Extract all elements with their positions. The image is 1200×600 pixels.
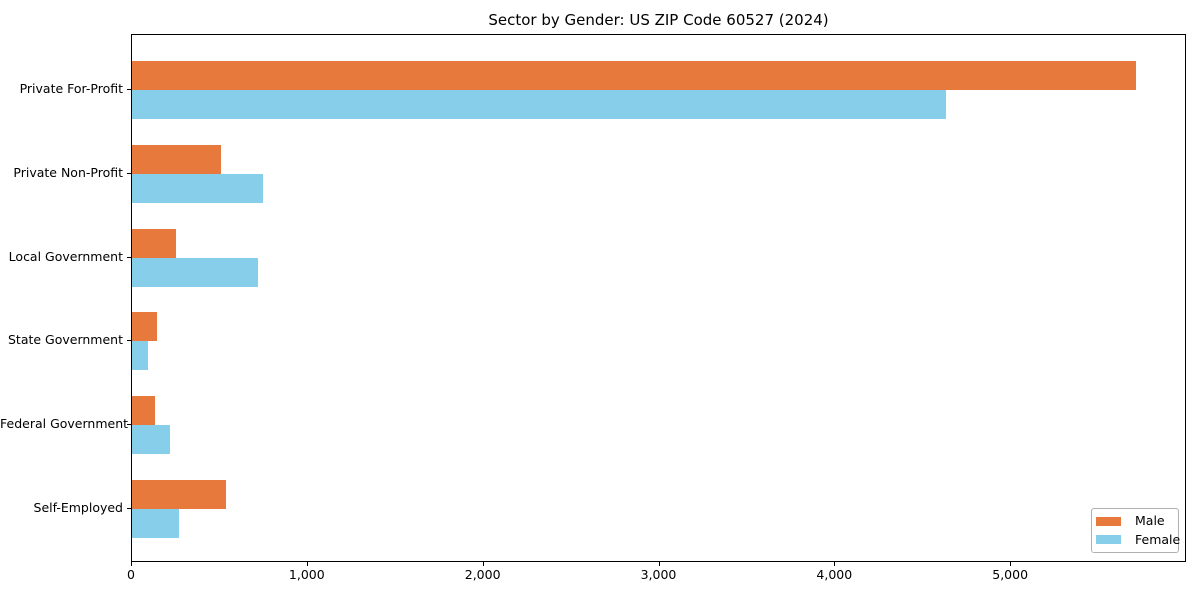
x-axis-label-4-000: 4,000 <box>816 567 853 582</box>
bar-female-local-government <box>132 257 258 287</box>
y-tick-private-for-profit <box>127 89 131 90</box>
bar-female-private-non-profit <box>132 173 263 203</box>
bar-male-state-government <box>132 312 157 342</box>
x-axis-label-3-000: 3,000 <box>640 567 677 582</box>
y-axis-label-self-employed: Self-Employed <box>33 500 123 515</box>
bar-female-private-for-profit <box>132 90 947 119</box>
x-axis-label-1-000: 1,000 <box>288 567 325 582</box>
legend: Male Female <box>1091 508 1180 553</box>
y-tick-private-non-profit <box>127 172 131 174</box>
x-tick-2-000 <box>482 562 484 566</box>
legend-swatch-female <box>1096 535 1121 545</box>
x-tick-1-000 <box>306 562 308 566</box>
legend-item-male: Male <box>1096 513 1174 528</box>
x-tick-0 <box>131 562 132 566</box>
y-tick-self-employed <box>127 508 131 509</box>
x-tick-4-000 <box>834 562 836 566</box>
y-axis-label-state-government: State Government <box>7 332 123 348</box>
legend-label-male: Male <box>1135 513 1165 528</box>
bar-female-federal-government <box>132 425 170 455</box>
legend-swatch-male <box>1096 516 1121 526</box>
chart-title: Sector by Gender: US ZIP Code 60527 (202… <box>488 11 829 29</box>
plot-area <box>131 34 1186 562</box>
bar-male-self-employed <box>132 480 227 509</box>
x-axis-label-0: 0 <box>127 567 135 582</box>
x-tick-5-000 <box>1010 562 1012 566</box>
x-axis-label-5-000: 5,000 <box>992 567 1029 582</box>
y-axis-label-local-government: Local Government <box>8 248 123 264</box>
bar-male-local-government <box>132 228 176 258</box>
bar-female-self-employed <box>132 509 179 538</box>
bar-female-state-government <box>132 341 148 371</box>
bar-male-private-for-profit <box>132 61 1136 90</box>
y-axis-label-private-for-profit: Private For-Profit <box>19 81 123 96</box>
x-tick-3-000 <box>658 562 660 566</box>
y-axis-label-private-non-profit: Private Non-Profit <box>13 164 123 180</box>
legend-item-female: Female <box>1096 533 1180 547</box>
bar-male-private-non-profit <box>132 144 221 174</box>
y-tick-federal-government <box>127 424 131 426</box>
y-axis-label-federal-government: Federal Government <box>0 416 129 432</box>
y-tick-state-government <box>127 340 131 342</box>
x-axis-label-2-000: 2,000 <box>464 567 501 582</box>
y-tick-local-government <box>127 256 131 258</box>
bar-male-federal-government <box>132 396 155 426</box>
legend-label-female: Female <box>1135 531 1181 547</box>
